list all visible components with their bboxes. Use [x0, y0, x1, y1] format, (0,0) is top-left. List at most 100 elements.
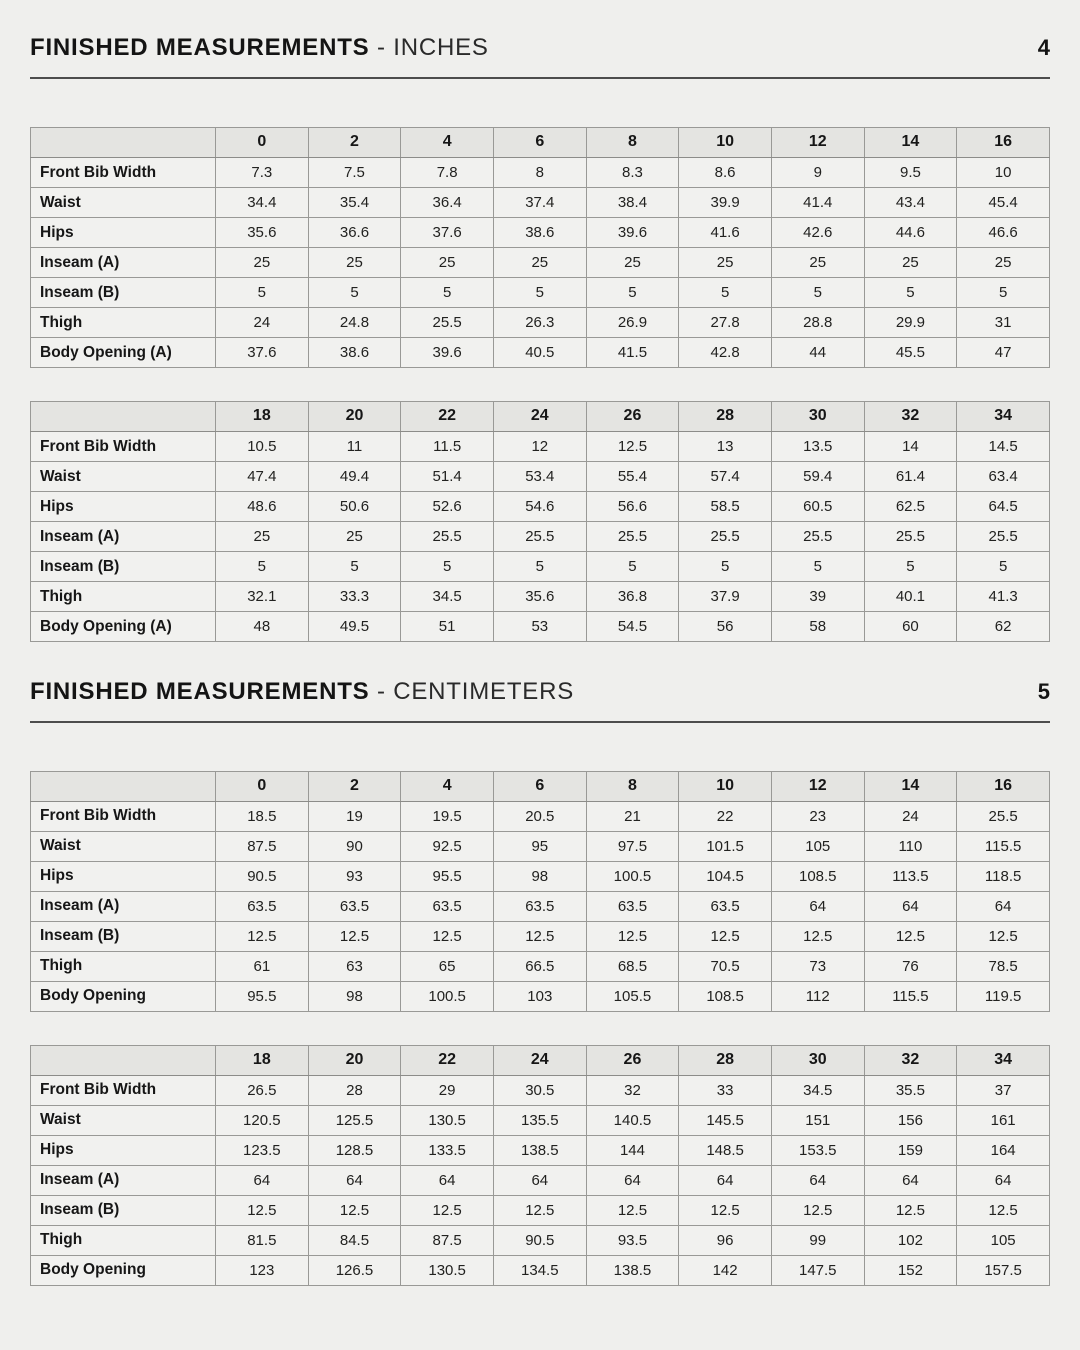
size-table: 0 2 4 6 8 10 12 14 16 Front Bib Width 7.3 7.5 7.8 8 8.… [30, 126, 1050, 368]
size-table: 0 2 4 6 8 10 12 14 16 Front Bib Width 18.5 19 19.5 20… [30, 770, 1050, 1012]
table-row: Thigh 81.5 84.5 87.5 90.5 93.5 96 99 102 105 [30, 1224, 1050, 1256]
row-label: Inseam (B) [30, 550, 216, 582]
row-label: Body Opening (A) [30, 336, 216, 368]
measurement-cell: 49.4 [307, 460, 402, 492]
measurement-cell: 55.4 [585, 460, 680, 492]
size-column-header: 10 [678, 126, 772, 158]
measurement-cell: 68.5 [585, 950, 680, 982]
table-row: Thigh 24 24.8 25.5 26.3 26.9 27.8 28.8 29.9 31 [30, 306, 1050, 338]
measurement-cell: 105 [956, 1224, 1050, 1256]
measurement-cell: 112 [770, 980, 865, 1012]
measurement-cell: 9.5 [863, 156, 958, 188]
measurement-cell: 125.5 [307, 1104, 402, 1136]
measurement-cell: 7.8 [400, 156, 494, 188]
measurement-cell: 98 [307, 980, 402, 1012]
measurement-cell: 147.5 [770, 1254, 865, 1286]
measurement-cell: 24.8 [307, 306, 402, 338]
size-table: 18 20 22 24 26 28 30 32 34 Front Bib Width 26.5 28 2… [30, 1044, 1050, 1286]
section-header: FINISHED MEASUREMENTS - CENTIMETERS 5 [30, 678, 1050, 707]
measurement-cell: 12.5 [400, 920, 494, 952]
tables-container: 0 2 4 6 8 10 12 14 16 Front Bib Width 7.3 7.5 7.8 8 8.… [30, 126, 1050, 642]
measurement-cell: 142 [678, 1254, 772, 1286]
measurement-cell: 35.4 [307, 186, 402, 218]
row-label: Inseam (B) [30, 920, 216, 952]
measurement-cell: 39.6 [585, 216, 680, 248]
measurement-cell: 63.5 [678, 890, 772, 922]
measurement-cell: 12.5 [863, 1194, 958, 1226]
measurement-cell: 19.5 [400, 800, 494, 832]
measurement-cell: 90.5 [215, 860, 309, 892]
section-title-unit: CENTIMETERS [393, 677, 575, 705]
measurement-cell: 25.5 [400, 306, 494, 338]
measurement-cell: 65 [400, 950, 494, 982]
measurement-cell: 38.6 [492, 216, 587, 248]
measurement-cell: 12.5 [770, 1194, 865, 1226]
measurement-cell: 54.6 [492, 490, 587, 522]
table-row: Body Opening (A) 48 49.5 51 53 54.5 56 58 60 62 [30, 610, 1050, 642]
measurement-cell: 13 [678, 430, 772, 462]
size-column-header: 4 [400, 770, 494, 802]
size-column-header: 24 [492, 400, 587, 432]
size-column-header: 14 [863, 770, 958, 802]
measurement-cell: 43.4 [863, 186, 958, 218]
measurement-cell: 19 [307, 800, 402, 832]
measurement-cell: 95.5 [400, 860, 494, 892]
size-column-header: 26 [585, 400, 680, 432]
row-label: Thigh [30, 1224, 216, 1256]
measurement-cell: 64 [678, 1164, 772, 1196]
measurement-cell: 42.8 [678, 336, 772, 368]
measurement-cell: 27.8 [678, 306, 772, 338]
table-row: Hips 90.5 93 95.5 98 100.5 104.5 108.5 113.5 118.… [30, 860, 1050, 892]
measurement-cell: 87.5 [400, 1224, 494, 1256]
measurement-cell: 98 [492, 860, 587, 892]
measurement-cell: 25 [770, 246, 865, 278]
measurement-cell: 64 [863, 1164, 958, 1196]
measurement-cell: 156 [863, 1104, 958, 1136]
measurement-cell: 47.4 [215, 460, 309, 492]
measurement-cell: 64 [492, 1164, 587, 1196]
measurement-cell: 64 [956, 1164, 1050, 1196]
row-label: Body Opening (A) [30, 610, 216, 642]
measurement-cell: 97.5 [585, 830, 680, 862]
corner-cell [30, 1044, 216, 1076]
size-column-header: 2 [307, 770, 402, 802]
measurement-cell: 25.5 [770, 520, 865, 552]
measurement-cell: 138.5 [492, 1134, 587, 1166]
table-row: Hips 123.5 128.5 133.5 138.5 144 148.5 153.5 159… [30, 1134, 1050, 1166]
row-label: Waist [30, 830, 216, 862]
measurement-cell: 105.5 [585, 980, 680, 1012]
measurement-cell: 36.8 [585, 580, 680, 612]
page: FINISHED MEASUREMENTS - INCHES 4 0 2 4 6 8 10… [30, 34, 1050, 1286]
measurement-cell: 12.5 [400, 1194, 494, 1226]
measurement-cell: 120.5 [215, 1104, 309, 1136]
measurement-cell: 26.5 [215, 1074, 309, 1106]
row-label: Inseam (A) [30, 246, 216, 278]
table-row: Body Opening 123 126.5 130.5 134.5 138.5 142 14… [30, 1254, 1050, 1286]
measurement-cell: 115.5 [956, 830, 1050, 862]
measurement-cell: 101.5 [678, 830, 772, 862]
measurement-cell: 5 [400, 276, 494, 308]
measurement-cell: 26.3 [492, 306, 587, 338]
measurement-cell: 40.1 [863, 580, 958, 612]
measurement-cell: 12.5 [678, 1194, 772, 1226]
size-column-header: 8 [585, 126, 680, 158]
measurement-cell: 138.5 [585, 1254, 680, 1286]
measurement-cell: 64 [770, 1164, 865, 1196]
measurement-cell: 61.4 [863, 460, 958, 492]
measurement-cell: 64 [307, 1164, 402, 1196]
measurement-cell: 5 [863, 276, 958, 308]
measurement-cell: 115.5 [863, 980, 958, 1012]
measurement-cell: 12 [492, 430, 587, 462]
measurement-cell: 104.5 [678, 860, 772, 892]
size-column-header: 22 [400, 400, 494, 432]
measurement-cell: 5 [215, 276, 309, 308]
measurement-cell: 20.5 [492, 800, 587, 832]
measurement-cell: 103 [492, 980, 587, 1012]
measurement-cell: 12.5 [585, 1194, 680, 1226]
measurement-cell: 99 [770, 1224, 865, 1256]
size-column-header: 0 [215, 126, 309, 158]
table-row: Inseam (B) 5 5 5 5 5 5 5 5 5 [30, 550, 1050, 582]
measurement-cell: 119.5 [956, 980, 1050, 1012]
measurement-cell: 128.5 [307, 1134, 402, 1166]
